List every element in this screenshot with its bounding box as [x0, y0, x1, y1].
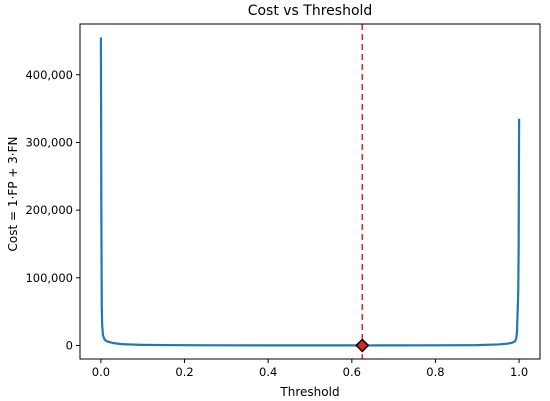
- x-tick-label: 0.2: [175, 365, 193, 379]
- y-axis: 0 100,000 200,000 300,000 400,000: [25, 68, 80, 352]
- optimal-point-marker: [355, 338, 370, 353]
- x-tick-label: 0.0: [92, 365, 110, 379]
- y-tick-label: 400,000: [25, 68, 73, 82]
- chart-title: Cost vs Threshold: [248, 3, 373, 19]
- x-tick-label: 1.0: [510, 365, 528, 379]
- x-tick-label: 0.4: [259, 365, 277, 379]
- y-tick-label: 200,000: [25, 203, 73, 217]
- x-axis: 0.0 0.2 0.4 0.6 0.8 1.0: [92, 359, 528, 379]
- x-tick-label: 0.6: [343, 365, 361, 379]
- x-tick-label: 0.8: [426, 365, 444, 379]
- cost-series-line: [99, 37, 521, 347]
- y-tick-label: 0: [66, 338, 73, 352]
- plot-area: [99, 24, 521, 359]
- plot-frame: [79, 23, 541, 360]
- x-axis-label: Threshold: [279, 385, 339, 399]
- y-tick-label: 100,000: [25, 271, 73, 285]
- y-tick-label: 300,000: [25, 135, 73, 149]
- y-axis-label: Cost = 1·FP + 3·FN: [6, 137, 20, 252]
